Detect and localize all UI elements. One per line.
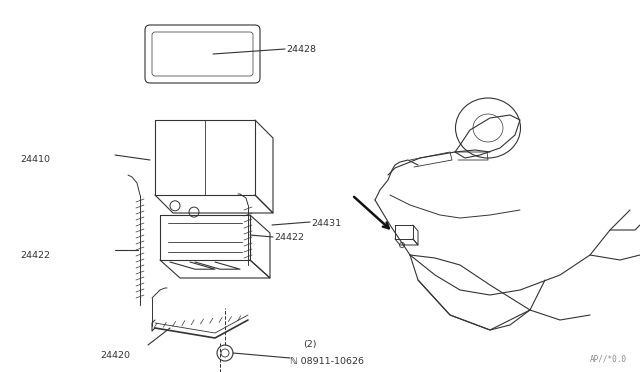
Text: 24410: 24410 <box>20 155 50 164</box>
Text: 24420: 24420 <box>100 350 130 359</box>
Text: ℕ 08911-10626: ℕ 08911-10626 <box>290 356 364 366</box>
Text: 24428: 24428 <box>286 45 316 55</box>
Text: 24422: 24422 <box>20 250 50 260</box>
Text: AP//*0.0: AP//*0.0 <box>590 355 627 364</box>
Text: 24431: 24431 <box>311 218 341 228</box>
FancyBboxPatch shape <box>152 32 253 76</box>
FancyBboxPatch shape <box>145 25 260 83</box>
Text: 24422: 24422 <box>274 234 304 243</box>
Text: (2): (2) <box>303 340 317 350</box>
